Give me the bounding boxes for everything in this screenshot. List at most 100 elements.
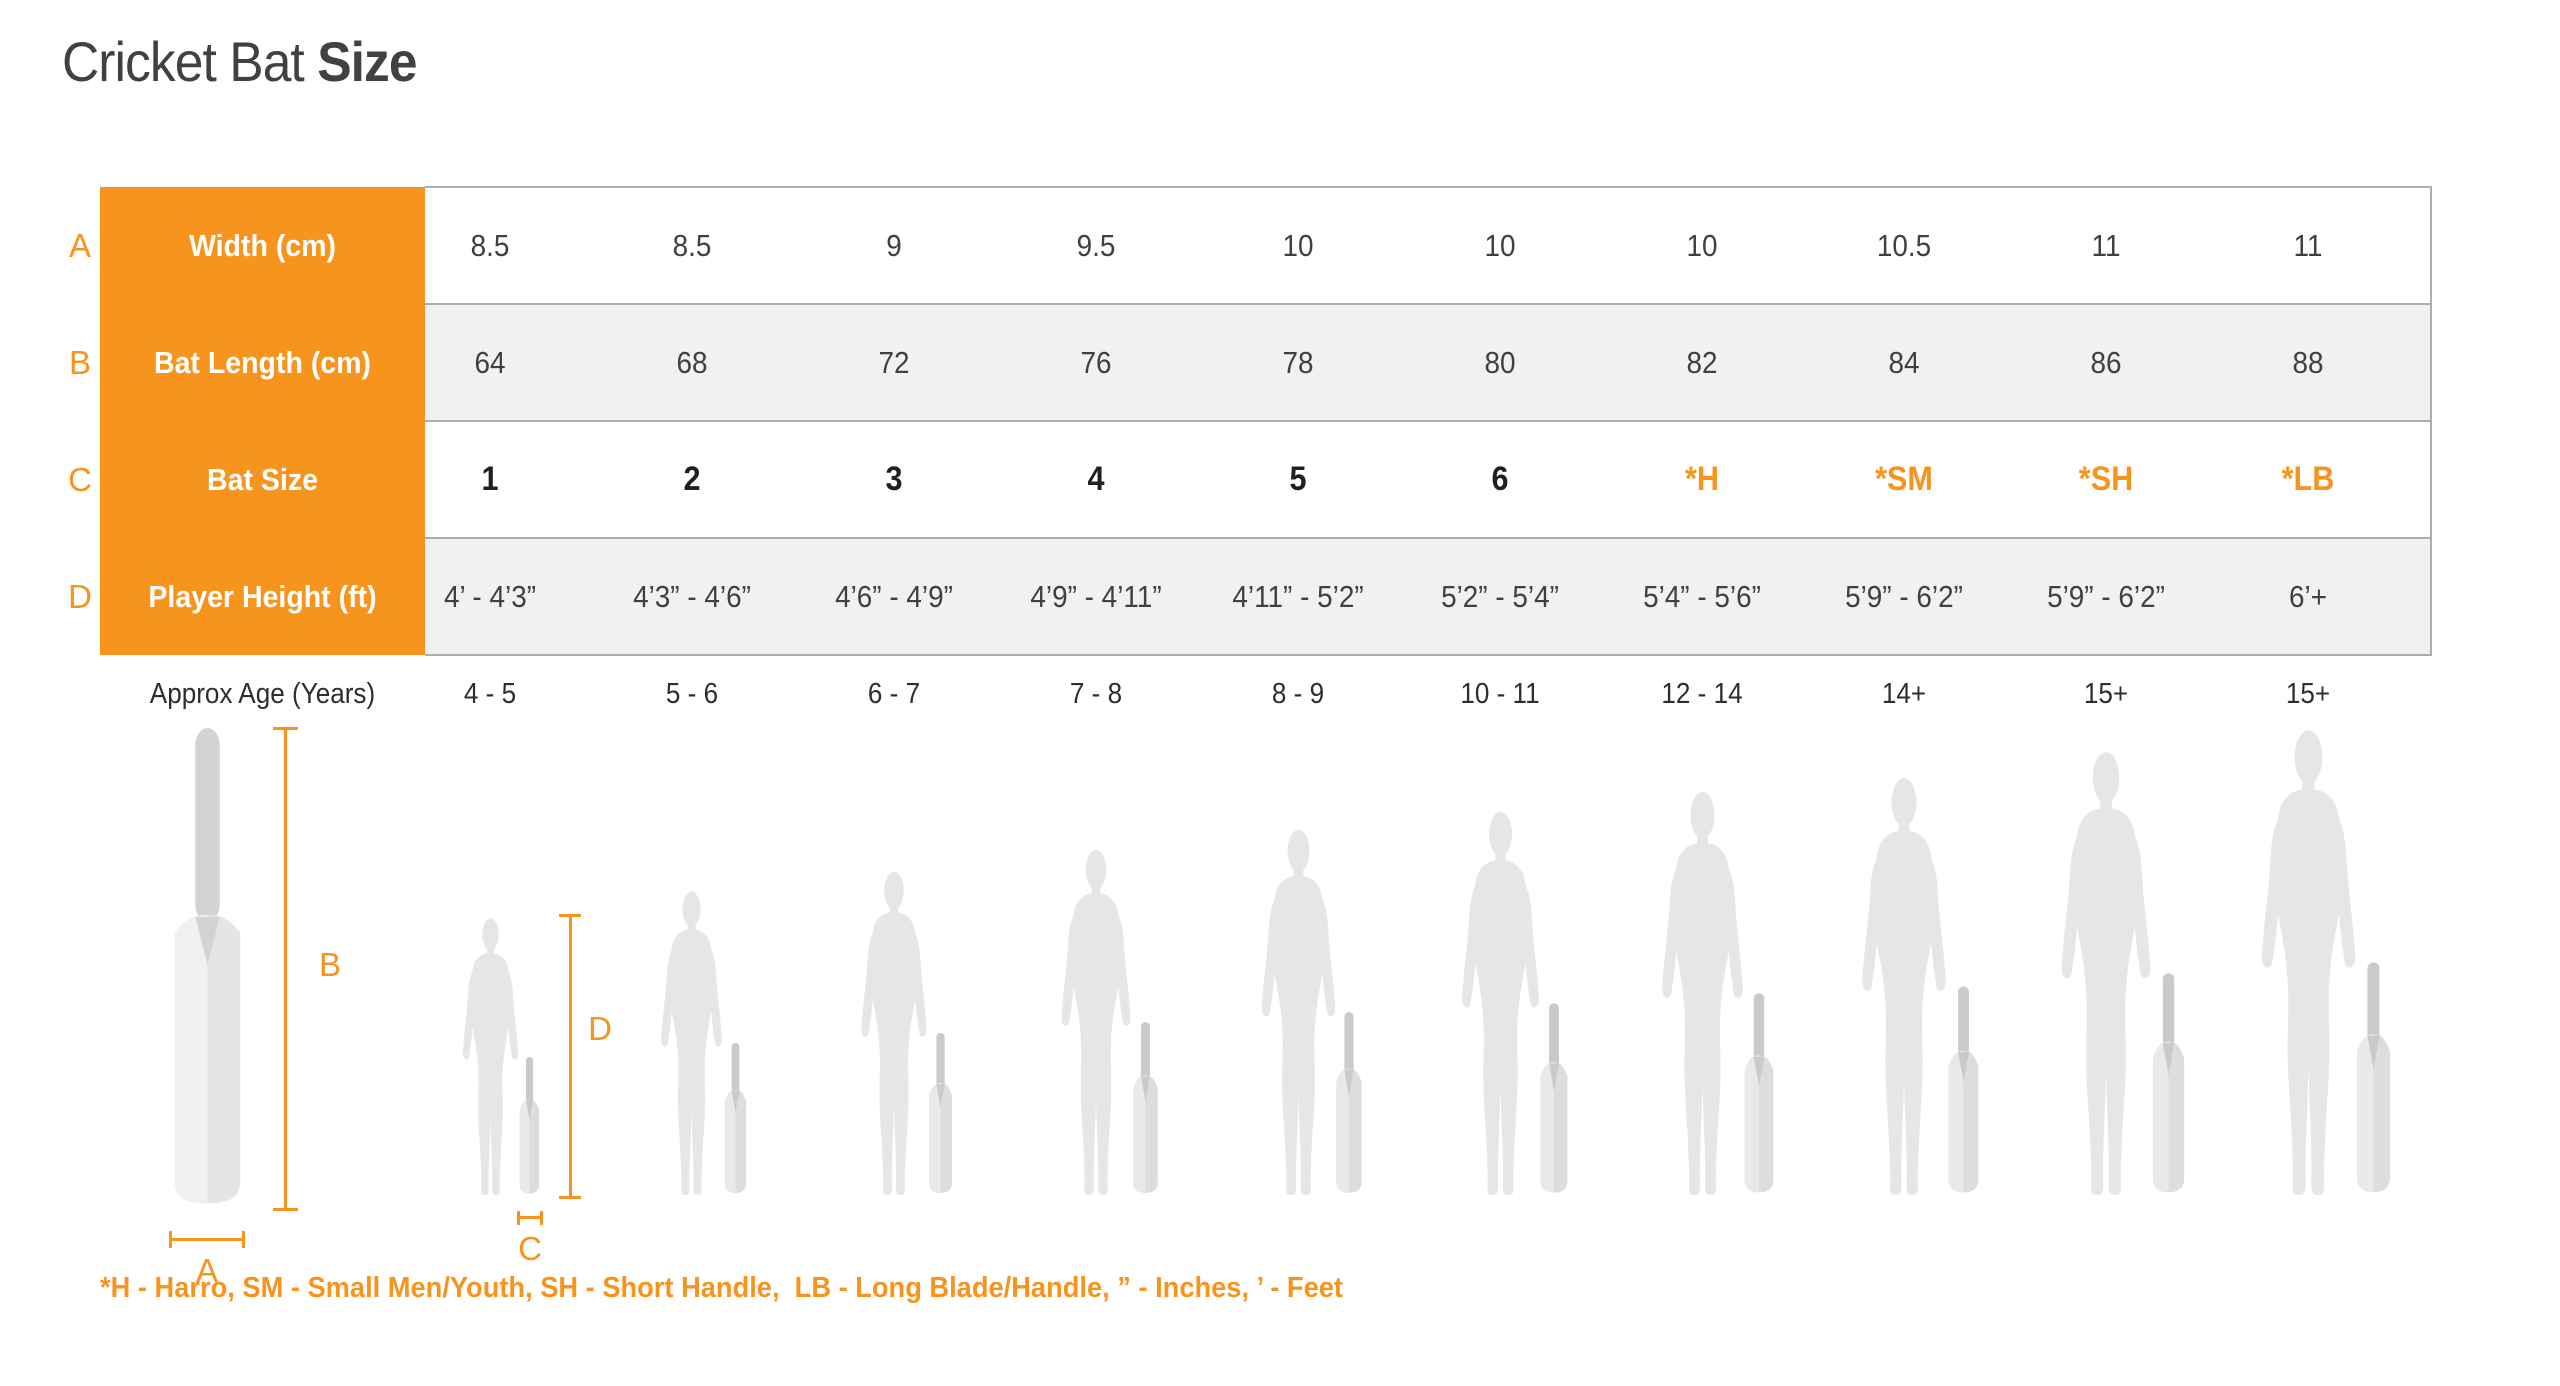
table-header-column: Width (cm) Bat Length (cm) Bat Size Play… [100,187,425,655]
width-cell: 10 [1484,228,1516,263]
dim-b-line [284,728,287,1210]
row-letter-a: A [68,227,91,264]
cricket-bat-icon [2357,962,2390,1193]
size-cell-long-blade: *LB [2281,460,2335,498]
table-border-bottom [425,654,2432,656]
height-cell: 4’9” - 4’11” [1030,579,1162,614]
age-cell: 15+ [2083,678,2129,710]
title-light: Cricket Bat [62,30,318,93]
table-border-right [2430,187,2432,655]
length-cell: 68 [676,345,708,380]
row-letter-d: D [68,578,92,615]
age-cell: 14+ [1881,678,1927,710]
cricket-bat-icon [1133,1022,1158,1193]
person-silhouette [1662,792,1743,1195]
height-cell: 4’3” - 4’6” [633,579,751,614]
size-cell: 2 [683,460,701,498]
page-title: Cricket Bat Size [62,30,418,94]
width-cell: 9 [886,228,902,263]
height-cell: 5’4” - 5’6” [1643,579,1761,614]
table-border-top [425,186,2432,188]
height-cell: 6’+ [2288,579,2327,614]
dim-c-cap-right [540,1211,543,1225]
person-silhouette [1261,829,1336,1195]
dim-c-line [518,1216,543,1219]
age-cell: 12 - 14 [1661,678,1743,710]
cricket-bat-icon [519,1056,540,1194]
width-cell: 10.5 [1876,228,1932,263]
length-cell: 82 [1686,345,1718,380]
dim-c-label: C [518,1230,542,1267]
person-silhouette [1061,849,1131,1195]
cricket-bat-icon [1540,1003,1568,1193]
dim-b-cap-bottom [273,1208,298,1211]
height-cell: 4’ - 4’3” [444,579,536,614]
person-silhouette [661,891,722,1195]
length-cell: 64 [474,345,506,380]
row-band-player-height [425,538,2432,655]
height-cell: 4’6” - 4’9” [835,579,953,614]
person-silhouette [1462,811,1539,1195]
height-cell: 5’9” - 6’2” [1845,579,1963,614]
age-cell: 5 - 6 [665,678,719,710]
width-cell: 8.5 [470,228,510,263]
height-cell: 5’9” - 6’2” [2047,579,2165,614]
age-cell: 6 - 7 [867,678,921,710]
legend-text: *H - Harro, SM - Small Men/Youth, SH - S… [100,1272,1343,1304]
row-letter-c: C [68,461,92,498]
cricket-bat-icon [1948,986,1979,1193]
dim-d-label: D [588,1010,612,1047]
dim-a-label: A [195,1252,218,1289]
dim-a-line [170,1238,245,1241]
dim-b-label: B [318,946,341,983]
length-cell: 86 [2090,345,2122,380]
length-cell: 88 [2292,345,2324,380]
size-cell: 6 [1491,460,1509,498]
header-player-height: Player Height (ft) [148,579,377,614]
width-cell: 8.5 [672,228,712,263]
header-width: Width (cm) [188,228,337,263]
size-cell: 4 [1087,460,1105,498]
cricket-bat-icon [1744,993,1774,1193]
age-cell: 8 - 9 [1271,678,1325,710]
size-cell: 1 [481,460,499,498]
size-cell: 3 [885,460,903,498]
header-bat-length: Bat Length (cm) [153,345,372,380]
width-cell: 10 [1282,228,1314,263]
width-cell: 11 [2091,228,2121,263]
width-cell: 11 [2293,228,2323,263]
age-cell: 4 - 5 [463,678,517,710]
row-band-bat-length [425,304,2432,421]
length-cell: 80 [1484,345,1516,380]
age-row-label: Approx Age (Years) [149,678,376,710]
size-cell-harrow: *H [1684,460,1720,498]
height-cell: 5’2” - 5’4” [1441,579,1559,614]
person-silhouette [2061,752,2151,1195]
title-heavy: Size [317,30,417,93]
cricket-bat-icon [724,1042,747,1194]
cricket-bat-icon [1336,1012,1362,1193]
person-silhouette [861,871,927,1195]
person-silhouette [1862,778,1946,1195]
age-cell: 7 - 8 [1069,678,1123,710]
size-cell: 5 [1289,460,1307,498]
age-cell: 10 - 11 [1460,678,1540,710]
large-bat-illustration [174,728,241,1204]
row-separator-2 [425,420,2432,422]
dim-a-cap-right [242,1231,245,1248]
dim-d-cap-bottom [559,1196,581,1199]
length-cell: 84 [1888,345,1920,380]
row-separator-3 [425,537,2432,539]
cricket-bat-icon [929,1033,952,1193]
length-cell: 78 [1282,345,1314,380]
age-cell: 15+ [2285,678,2331,710]
size-cell-small-men: *SM [1875,460,1933,498]
header-bat-size: Bat Size [207,462,318,497]
row-separator-1 [425,303,2432,305]
row-letter-b: B [68,344,91,381]
height-cell: 4’11” - 5’2” [1232,579,1364,614]
person-silhouette [2261,730,2356,1195]
width-cell: 9.5 [1076,228,1116,263]
cricket-bat-icon [2152,973,2185,1193]
